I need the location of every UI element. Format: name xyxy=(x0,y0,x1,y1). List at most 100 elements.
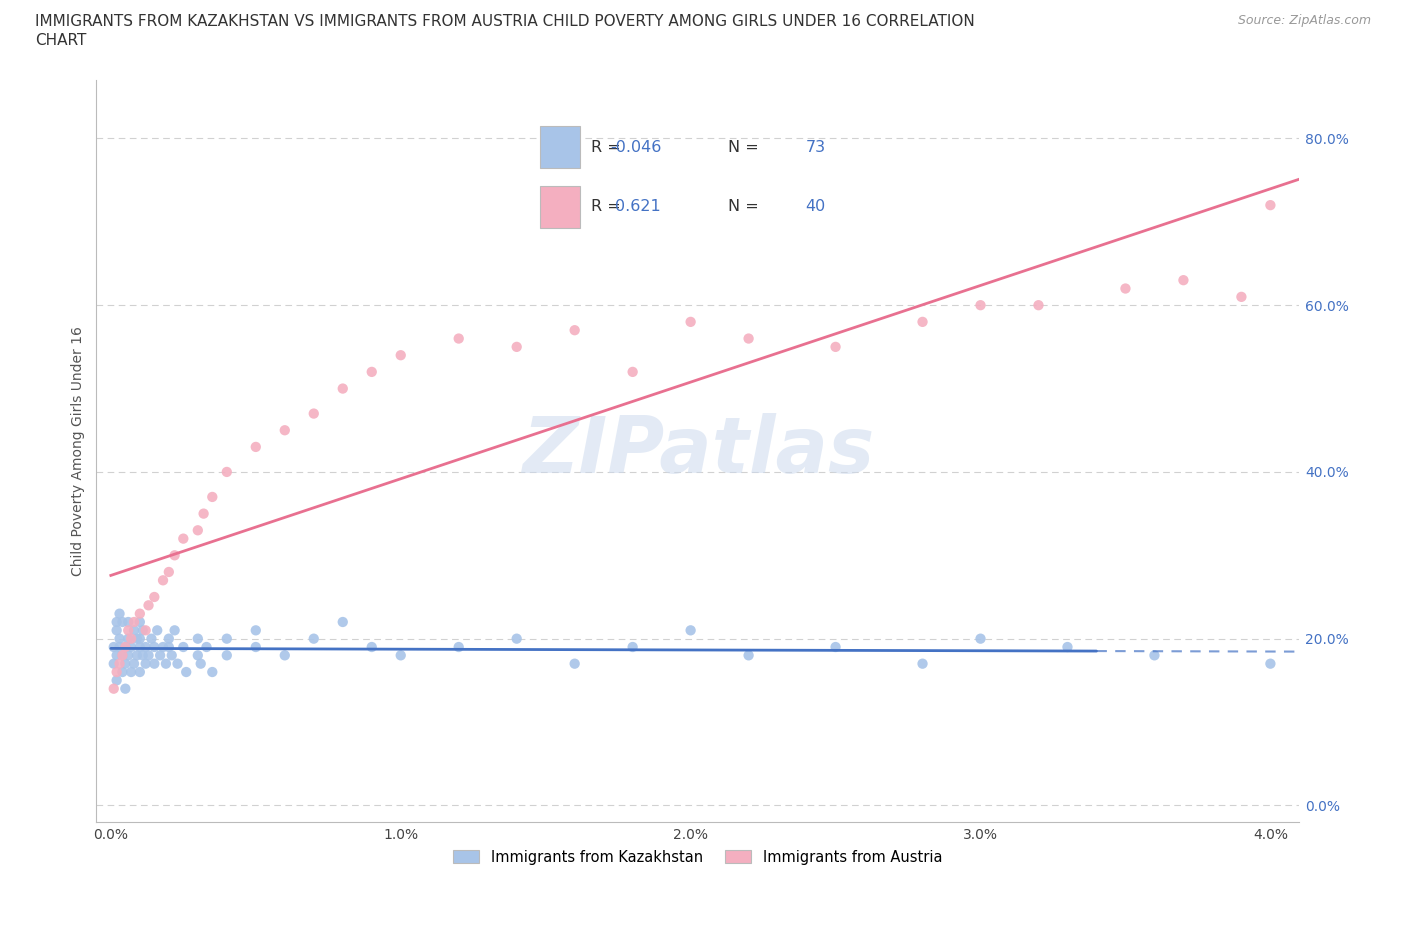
Point xyxy=(245,640,267,655)
Point xyxy=(105,665,128,680)
Point xyxy=(174,665,197,680)
Point xyxy=(103,640,125,655)
Point xyxy=(1056,640,1078,655)
Point xyxy=(389,348,412,363)
Point xyxy=(505,339,527,354)
Point xyxy=(564,657,586,671)
Point xyxy=(332,381,354,396)
Point xyxy=(132,648,155,663)
Point xyxy=(679,314,702,329)
Point xyxy=(146,623,169,638)
Point xyxy=(215,648,238,663)
Point xyxy=(122,615,145,630)
Text: Source: ZipAtlas.com: Source: ZipAtlas.com xyxy=(1237,14,1371,27)
Point xyxy=(128,640,150,655)
Point xyxy=(195,640,218,655)
Point xyxy=(105,673,128,688)
Point xyxy=(120,665,142,680)
Point xyxy=(201,665,224,680)
Point xyxy=(163,548,186,563)
Point xyxy=(564,323,586,338)
Point xyxy=(111,615,134,630)
Point xyxy=(111,648,134,663)
Point xyxy=(193,506,215,521)
Point xyxy=(302,406,325,421)
Point xyxy=(1230,289,1253,304)
Legend: Immigrants from Kazakhstan, Immigrants from Austria: Immigrants from Kazakhstan, Immigrants f… xyxy=(447,844,949,870)
Point xyxy=(114,640,136,655)
Point xyxy=(108,640,131,655)
Point xyxy=(737,648,759,663)
Point xyxy=(157,565,180,579)
Point xyxy=(447,640,470,655)
Point xyxy=(135,623,157,638)
Text: ZIPatlas: ZIPatlas xyxy=(522,413,875,489)
Point xyxy=(111,665,134,680)
Point xyxy=(969,298,991,312)
Point xyxy=(166,657,188,671)
Point xyxy=(215,464,238,479)
Point xyxy=(143,640,166,655)
Point xyxy=(105,615,128,630)
Point xyxy=(505,631,527,646)
Point xyxy=(135,640,157,655)
Y-axis label: Child Poverty Among Girls Under 16: Child Poverty Among Girls Under 16 xyxy=(72,326,86,576)
Point xyxy=(172,531,194,546)
Point xyxy=(128,631,150,646)
Point xyxy=(103,657,125,671)
Point xyxy=(360,640,382,655)
Point xyxy=(117,631,139,646)
Text: IMMIGRANTS FROM KAZAKHSTAN VS IMMIGRANTS FROM AUSTRIA CHILD POVERTY AMONG GIRLS : IMMIGRANTS FROM KAZAKHSTAN VS IMMIGRANTS… xyxy=(35,14,974,29)
Point xyxy=(114,640,136,655)
Point xyxy=(117,648,139,663)
Point xyxy=(1143,648,1166,663)
Point xyxy=(105,623,128,638)
Point xyxy=(1260,657,1282,671)
Point xyxy=(125,631,148,646)
Point xyxy=(737,331,759,346)
Point xyxy=(114,682,136,697)
Point xyxy=(111,648,134,663)
Point xyxy=(332,615,354,630)
Point xyxy=(190,657,212,671)
Point xyxy=(105,648,128,663)
Point xyxy=(128,606,150,621)
Point xyxy=(245,623,267,638)
Point xyxy=(138,598,160,613)
Point xyxy=(138,648,160,663)
Point xyxy=(120,640,142,655)
Point xyxy=(108,606,131,621)
Point xyxy=(108,657,131,671)
Point xyxy=(1173,272,1195,287)
Point xyxy=(621,365,644,379)
Point xyxy=(215,631,238,646)
Point xyxy=(117,623,139,638)
Point xyxy=(824,339,846,354)
Point xyxy=(141,631,163,646)
Point xyxy=(274,423,297,438)
Point xyxy=(122,623,145,638)
Point xyxy=(911,657,934,671)
Point xyxy=(108,631,131,646)
Point xyxy=(155,657,177,671)
Point xyxy=(103,682,125,697)
Text: CHART: CHART xyxy=(35,33,87,47)
Point xyxy=(302,631,325,646)
Point xyxy=(122,657,145,671)
Point xyxy=(1260,198,1282,213)
Point xyxy=(157,631,180,646)
Point xyxy=(157,640,180,655)
Point xyxy=(114,657,136,671)
Point xyxy=(143,590,166,604)
Point xyxy=(128,665,150,680)
Point xyxy=(152,573,174,588)
Point xyxy=(187,523,209,538)
Point xyxy=(679,623,702,638)
Point xyxy=(360,365,382,379)
Point xyxy=(117,615,139,630)
Point xyxy=(163,623,186,638)
Point xyxy=(143,657,166,671)
Point xyxy=(1028,298,1050,312)
Point xyxy=(132,623,155,638)
Point xyxy=(160,648,183,663)
